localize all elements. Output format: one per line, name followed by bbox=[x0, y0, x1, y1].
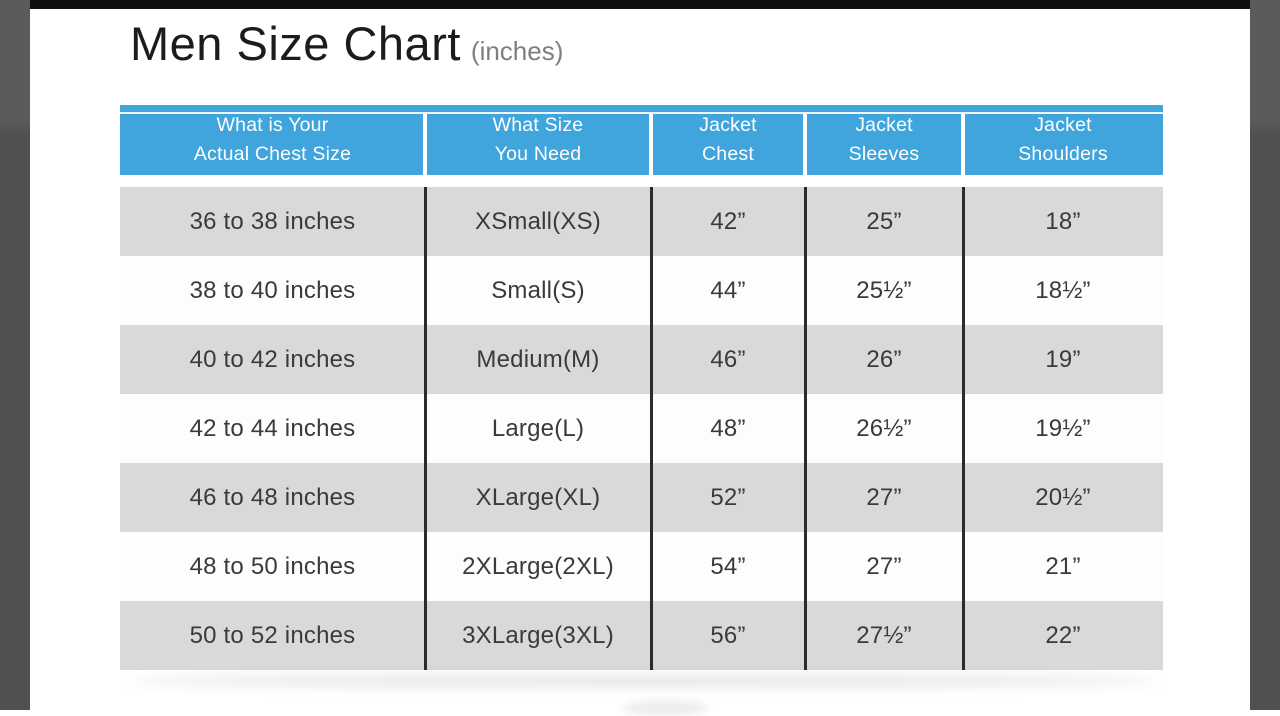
table-header-row: What is Your Actual Chest Size What Size… bbox=[120, 105, 1163, 175]
table-row: 36 to 38 inches XSmall(XS) 42” 25” 18” bbox=[120, 187, 1163, 256]
table-cell: 46 to 48 inches bbox=[189, 483, 356, 511]
top-black-bar bbox=[30, 0, 1250, 9]
table-cell: 44” bbox=[710, 276, 746, 304]
table-cell: 26” bbox=[866, 345, 902, 373]
table-cell: 38 to 40 inches bbox=[189, 276, 356, 304]
bottom-center-smudge bbox=[622, 700, 708, 716]
table-cell: 52” bbox=[710, 483, 746, 511]
table-cell: 42 to 44 inches bbox=[189, 414, 356, 442]
header-cell-jacket-shoulders: Jacket Shoulders bbox=[1018, 113, 1108, 165]
table-cell: 54” bbox=[710, 552, 746, 580]
table-cell: XLarge(XL) bbox=[475, 483, 601, 511]
header-divider bbox=[961, 114, 965, 175]
column-divider bbox=[803, 187, 807, 670]
table-cell: 25” bbox=[866, 207, 902, 235]
table-row: 38 to 40 inches Small(S) 44” 25½” 18½” bbox=[120, 256, 1163, 325]
table-cell: 40 to 42 inches bbox=[189, 345, 356, 373]
table-row: 40 to 42 inches Medium(M) 46” 26” 19” bbox=[120, 325, 1163, 394]
column-divider bbox=[423, 187, 427, 670]
page-title: Men Size Chart bbox=[130, 17, 461, 70]
table-cell: Large(L) bbox=[491, 414, 585, 442]
table-drop-shadow bbox=[128, 676, 1160, 686]
table-cell: 26½” bbox=[856, 414, 912, 442]
table-cell: 36 to 38 inches bbox=[189, 207, 356, 235]
table-cell: 18” bbox=[1045, 207, 1081, 235]
table-cell: 27½” bbox=[856, 621, 912, 649]
table-cell: 25½” bbox=[856, 276, 912, 304]
header-cell-jacket-chest: Jacket Chest bbox=[699, 113, 757, 165]
table-cell: 18½” bbox=[1035, 276, 1091, 304]
table-cell: 50 to 52 inches bbox=[189, 621, 356, 649]
table-row: 50 to 52 inches 3XLarge(3XL) 56” 27½” 22… bbox=[120, 601, 1163, 670]
table-cell: 56” bbox=[710, 621, 746, 649]
table-cell: 19” bbox=[1045, 345, 1081, 373]
table-row: 46 to 48 inches XLarge(XL) 52” 27” 20½” bbox=[120, 463, 1163, 532]
column-divider bbox=[961, 187, 965, 670]
right-letterbox-gutter bbox=[1250, 0, 1280, 710]
header-cell-jacket-sleeves: Jacket Sleeves bbox=[848, 113, 920, 165]
table-cell: 48 to 50 inches bbox=[189, 552, 356, 580]
table-cell: 19½” bbox=[1035, 414, 1091, 442]
header-divider bbox=[423, 114, 427, 175]
header-divider bbox=[649, 114, 653, 175]
table-cell: 48” bbox=[710, 414, 746, 442]
table-cell: 27” bbox=[866, 552, 902, 580]
table-cell: 22” bbox=[1045, 621, 1081, 649]
size-chart-table: What is Your Actual Chest Size What Size… bbox=[120, 105, 1163, 670]
left-letterbox-gutter bbox=[0, 0, 30, 710]
table-cell: 46” bbox=[710, 345, 746, 373]
page-title-unit: (inches) bbox=[470, 36, 564, 66]
table-cell: Small(S) bbox=[491, 276, 585, 304]
table-cell: 27” bbox=[866, 483, 902, 511]
table-cell: 2XLarge(2XL) bbox=[462, 552, 614, 580]
table-cell: 3XLarge(3XL) bbox=[462, 621, 614, 649]
header-top-hairline bbox=[120, 112, 1163, 114]
column-divider bbox=[649, 187, 653, 670]
header-cell-chest-size: What is Your Actual Chest Size bbox=[193, 113, 352, 165]
header-cell-size-needed: What Size You Need bbox=[492, 113, 584, 165]
table-row: 48 to 50 inches 2XLarge(2XL) 54” 27” 21” bbox=[120, 532, 1163, 601]
table-cell: XSmall(XS) bbox=[474, 207, 602, 235]
table-cell: 20½” bbox=[1035, 483, 1091, 511]
page-title-group: Men Size Chart (inches) bbox=[130, 16, 563, 71]
header-divider bbox=[803, 114, 807, 175]
table-cell: 21” bbox=[1045, 552, 1081, 580]
table-body: 36 to 38 inches XSmall(XS) 42” 25” 18” 3… bbox=[120, 187, 1163, 670]
table-cell: 42” bbox=[710, 207, 746, 235]
table-row: 42 to 44 inches Large(L) 48” 26½” 19½” bbox=[120, 394, 1163, 463]
table-cell: Medium(M) bbox=[476, 345, 600, 373]
